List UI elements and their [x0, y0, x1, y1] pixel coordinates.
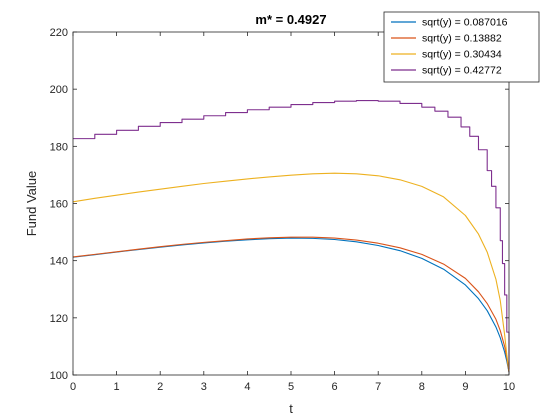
- y-tick-label: 180: [50, 141, 68, 153]
- x-tick-label: 3: [201, 381, 207, 393]
- y-axis: 100 120 140 160 180 200 220: [50, 27, 509, 382]
- legend-label-3: sqrt(y) = 0.30434: [422, 49, 502, 61]
- x-tick-label: 5: [288, 381, 294, 393]
- series-line-2: [72, 236, 510, 373]
- y-tick-label: 200: [50, 84, 68, 96]
- y-tick-label: 160: [50, 199, 68, 211]
- legend-label-2: sqrt(y) = 0.13882: [422, 33, 502, 45]
- x-tick-label: 4: [244, 381, 250, 393]
- series-line-4: [73, 100, 510, 370]
- y-tick-label: 220: [50, 27, 68, 39]
- x-tick-label: 2: [157, 381, 163, 393]
- x-tick-label: 1: [114, 381, 120, 393]
- legend-label-1: sqrt(y) = 0.087016: [422, 17, 508, 29]
- series-line-3: [72, 172, 510, 371]
- series-line-1: [72, 237, 510, 373]
- x-tick-label: 6: [332, 381, 338, 393]
- x-tick-label: 8: [419, 381, 425, 393]
- x-axis: 0 1 2 3 4 5 6 7 8 9 10: [70, 32, 515, 393]
- chart-title: m* = 0.4927: [255, 12, 326, 27]
- y-tick-label: 140: [50, 256, 68, 268]
- x-tick-label: 7: [375, 381, 381, 393]
- x-tick-label: 9: [462, 381, 468, 393]
- y-tick-label: 100: [50, 370, 68, 382]
- x-tick-label: 0: [70, 381, 76, 393]
- x-axis-label: t: [289, 401, 293, 416]
- x-tick-label: 10: [503, 381, 515, 393]
- series-layer: [72, 100, 510, 373]
- y-axis-label: Fund Value: [24, 171, 39, 237]
- plot-area: [73, 32, 509, 375]
- legend-label-4: sqrt(y) = 0.42772: [422, 65, 502, 77]
- y-tick-label: 120: [50, 313, 68, 325]
- legend: sqrt(y) = 0.087016 sqrt(y) = 0.13882 sqrt(…: [383, 11, 540, 83]
